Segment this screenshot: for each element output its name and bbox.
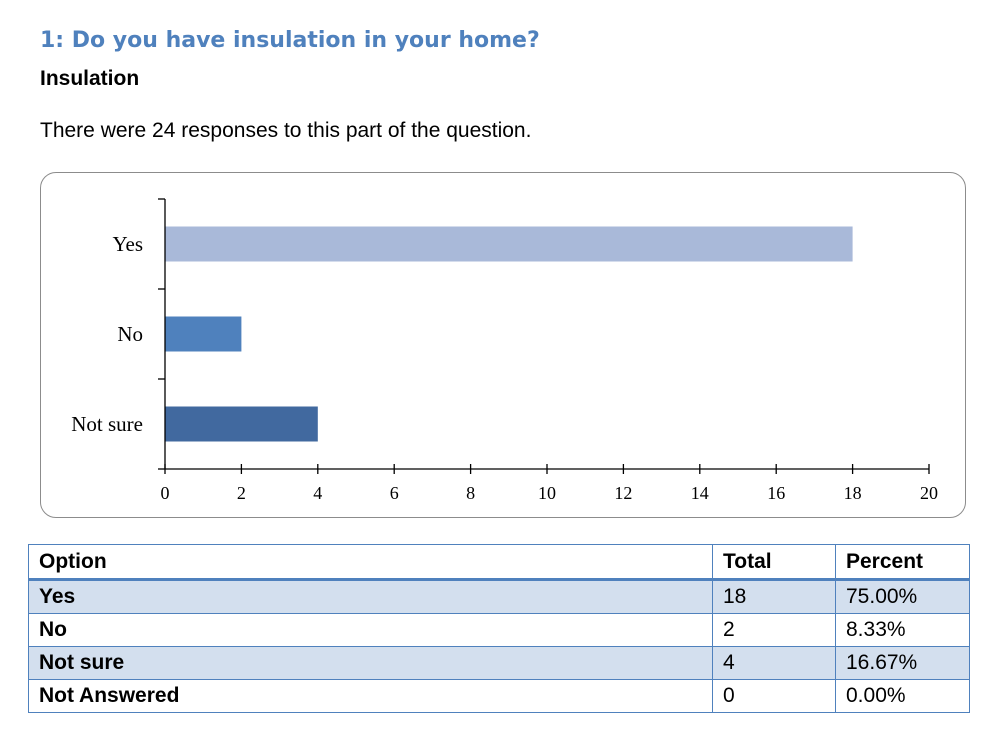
section-subheading: Insulation	[40, 67, 140, 90]
percent-cell: 75.00%	[835, 579, 970, 614]
option-cell: No	[28, 613, 713, 647]
table-row: Not sure 4 16.67%	[28, 646, 970, 680]
x-tick-label: 12	[614, 483, 632, 503]
bar-chart: Yes No Not sure 0 2 4 6 8 10 12 14 16 18 20	[71, 198, 938, 503]
table-header-row: Option Total Percent	[28, 544, 970, 581]
percent-cell: 8.33%	[835, 613, 970, 647]
option-cell: Yes	[28, 579, 713, 614]
table-row: Yes 18 75.00%	[28, 579, 970, 614]
option-cell: Not sure	[28, 646, 713, 680]
bar-not-sure	[165, 406, 318, 442]
header-percent: Percent	[835, 544, 970, 581]
x-tick-label: 6	[390, 483, 399, 503]
results-table: Option Total Percent Yes 18 75.00% No 2 …	[28, 544, 970, 713]
table-row: No 2 8.33%	[28, 613, 970, 647]
question-title: 1: Do you have insulation in your home?	[40, 28, 540, 53]
x-tick-label: 8	[466, 483, 475, 503]
header-total: Total	[712, 544, 836, 581]
x-tick-label: 4	[313, 483, 322, 503]
x-tick-label: 14	[691, 483, 709, 503]
total-cell: 0	[712, 679, 836, 713]
header-option: Option	[28, 544, 713, 581]
x-tick-label: 0	[161, 483, 170, 503]
x-tick-label: 2	[237, 483, 246, 503]
total-cell: 4	[712, 646, 836, 680]
response-count-text: There were 24 responses to this part of …	[40, 119, 532, 142]
x-tick-label: 16	[767, 483, 785, 503]
option-cell: Not Answered	[28, 679, 713, 713]
x-tick-label: 10	[538, 483, 556, 503]
x-tick-label: 18	[844, 483, 862, 503]
bar-no	[165, 316, 242, 352]
bar-yes	[165, 226, 853, 262]
x-tick-label: 20	[920, 483, 938, 503]
percent-cell: 16.67%	[835, 646, 970, 680]
table-row: Not Answered 0 0.00%	[28, 679, 970, 713]
total-cell: 18	[712, 579, 836, 614]
category-label: Not sure	[71, 412, 143, 436]
chart-frame: Yes No Not sure 0 2 4 6 8 10 12 14 16 18 20	[40, 172, 966, 518]
category-label: Yes	[112, 232, 143, 256]
category-label: No	[117, 322, 143, 346]
percent-cell: 0.00%	[835, 679, 970, 713]
total-cell: 2	[712, 613, 836, 647]
